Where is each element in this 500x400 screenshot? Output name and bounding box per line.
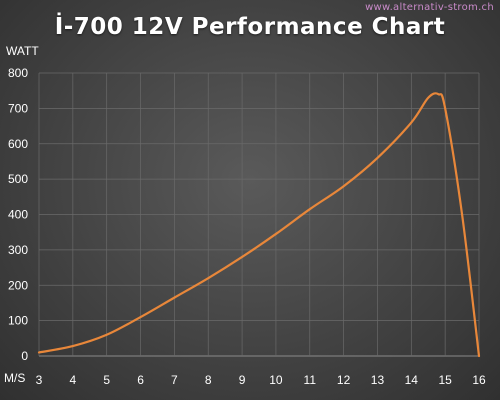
y-axis-label: WATT — [6, 44, 39, 58]
x-tick-label-14: 14 — [405, 373, 419, 387]
x-tick-label-8: 8 — [205, 373, 212, 387]
series-line-0 — [37, 92, 481, 358]
y-tick-label-400: 400 — [8, 208, 28, 222]
x-tick-label-11: 11 — [304, 373, 317, 387]
x-tick-label-5: 5 — [103, 373, 110, 387]
y-tick-label-800: 800 — [8, 66, 28, 80]
x-tick-label-12: 12 — [337, 373, 351, 387]
x-tick-label-3: 3 — [36, 373, 43, 387]
watermark: www.alternativ-strom.ch — [365, 2, 494, 13]
y-tick-label-300: 300 — [8, 243, 28, 257]
y-tick-label-200: 200 — [8, 278, 28, 292]
y-tick-label-500: 500 — [8, 172, 28, 186]
x-axis-label: M/S — [4, 371, 26, 385]
x-tick-label-4: 4 — [70, 373, 77, 387]
y-tick-label-700: 700 — [8, 101, 28, 115]
y-tick-label-0: 0 — [21, 349, 28, 363]
y-tick-label-600: 600 — [8, 137, 28, 151]
x-tick-label-10: 10 — [269, 373, 283, 387]
x-tick-label-7: 7 — [171, 373, 178, 387]
x-tick-label-16: 16 — [472, 373, 486, 387]
x-tick-label-6: 6 — [137, 373, 144, 387]
y-tick-label-100: 100 — [8, 314, 28, 328]
x-tick-label-13: 13 — [371, 373, 385, 387]
chart-title: İ-700 12V Performance Chart — [54, 14, 446, 40]
x-tick-label-9: 9 — [239, 373, 246, 387]
x-tick-label-15: 15 — [438, 373, 452, 387]
